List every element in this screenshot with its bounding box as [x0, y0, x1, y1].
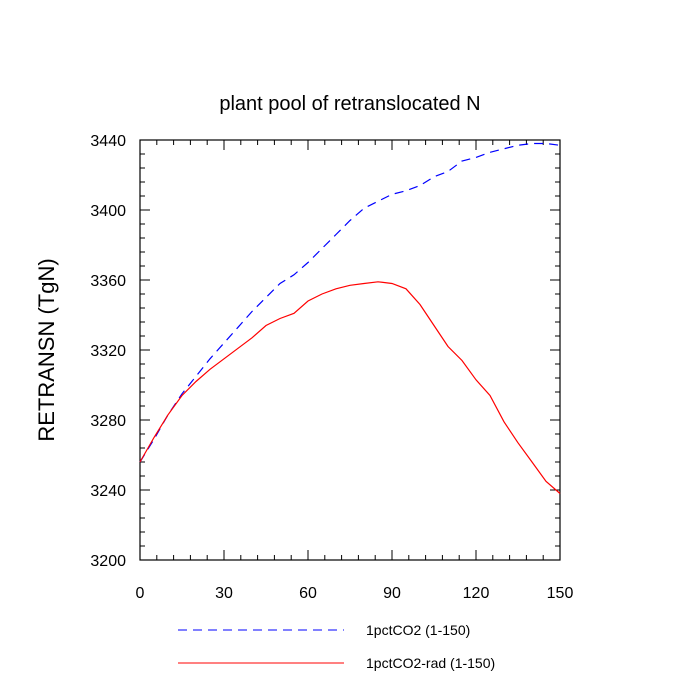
y-tick-label: 3360 [90, 273, 126, 290]
legend: 1pctCO2 (1-150) 1pctCO2-rad (1-150) [178, 622, 495, 671]
x-tick-label: 150 [547, 585, 574, 602]
x-tick-label: 60 [299, 585, 317, 602]
x-tick-label: 120 [463, 585, 490, 602]
chart-title: plant pool of retranslocated N [219, 93, 480, 115]
y-tick-label: 3240 [90, 483, 126, 500]
y-tick-label: 3280 [90, 413, 126, 430]
series-lines [139, 142, 561, 494]
y-axis-label: RETRANSN (TgN) [34, 258, 59, 441]
axis-tick-labels: 0 30 60 90 120 150 3200 3240 3280 3320 3360 3400 344… [90, 133, 573, 602]
y-tick-label: 3440 [90, 133, 126, 150]
y-tick-label: 3200 [90, 553, 126, 570]
legend-label-1: 1pctCO2 (1-150) [366, 622, 470, 638]
series-line-1 [139, 142, 561, 463]
plot-frame [139, 139, 561, 561]
y-tick-label: 3320 [90, 343, 126, 360]
x-tick-label: 0 [136, 585, 145, 602]
legend-label-2: 1pctCO2-rad (1-150) [366, 655, 495, 671]
axis-ticks [139, 139, 561, 561]
x-tick-label: 30 [215, 585, 233, 602]
x-tick-label: 90 [383, 585, 401, 602]
series-line-2 [139, 281, 561, 494]
y-tick-label: 3400 [90, 203, 126, 220]
